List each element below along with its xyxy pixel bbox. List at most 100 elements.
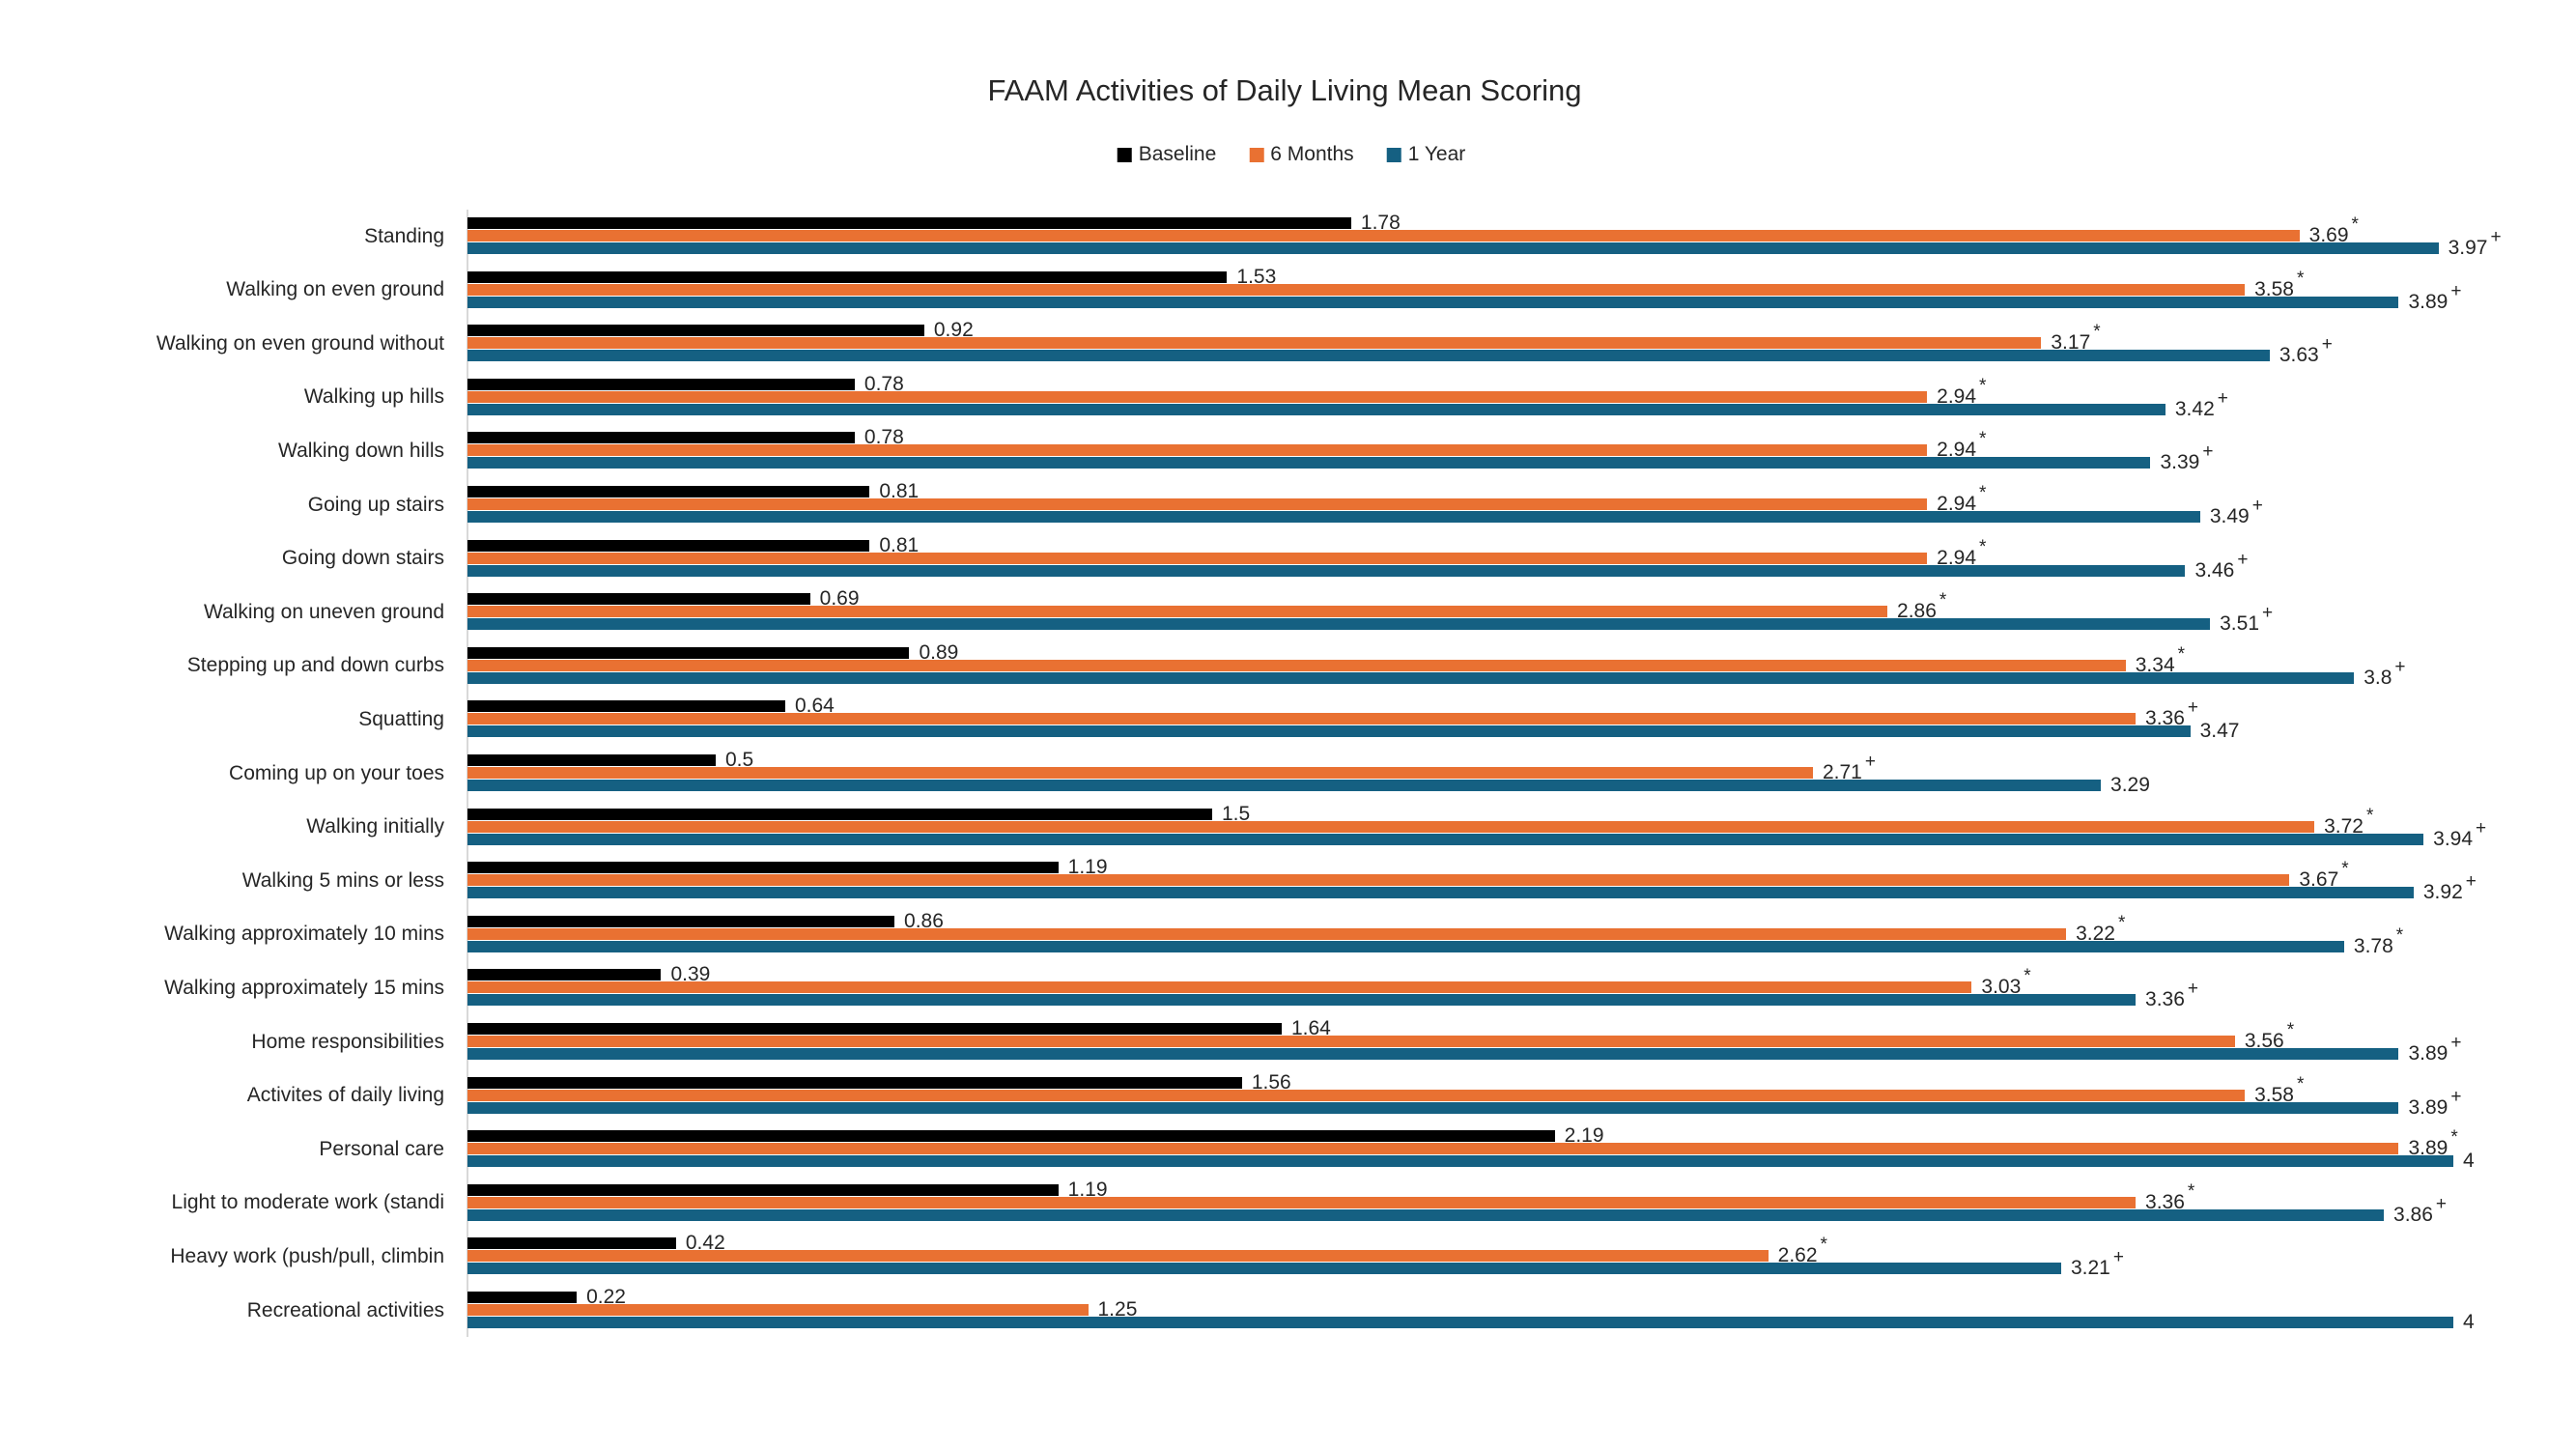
data-label-value: 3.92 bbox=[2422, 881, 2463, 904]
bar-1-year bbox=[467, 1317, 2453, 1328]
bar-baseline bbox=[467, 700, 785, 713]
significance-asterisk: * bbox=[2450, 1127, 2458, 1149]
legend-swatch-icon bbox=[1249, 147, 1264, 162]
bar-1-year bbox=[467, 1155, 2453, 1168]
significance-plus: + bbox=[2450, 280, 2462, 301]
bar-baseline bbox=[467, 754, 716, 766]
data-label: 3.29 bbox=[2110, 775, 2150, 796]
significance-asterisk: * bbox=[1979, 536, 1987, 557]
data-label-value: 3.8 bbox=[2364, 666, 2392, 689]
bar-6-months bbox=[467, 283, 2246, 296]
bar-6-months bbox=[467, 927, 2067, 940]
significance-asterisk: * bbox=[2093, 322, 2101, 343]
legend-swatch-icon bbox=[1117, 147, 1132, 162]
data-label-value: 0.5 bbox=[725, 749, 754, 771]
bar-1-year bbox=[467, 1208, 2385, 1221]
data-label-value: 3.89 bbox=[2408, 1042, 2449, 1065]
bar-1-year bbox=[467, 457, 2151, 469]
bar-baseline bbox=[467, 432, 855, 444]
data-label-value: 2.94 bbox=[1937, 493, 1977, 515]
bar-6-months bbox=[467, 1250, 1769, 1263]
significance-asterisk: * bbox=[1820, 1235, 1827, 1256]
significance-asterisk: * bbox=[2187, 1180, 2195, 1202]
data-label: 3.8 + bbox=[2364, 657, 2405, 690]
data-label-value: 0.78 bbox=[863, 426, 904, 449]
bar-baseline bbox=[467, 969, 662, 981]
data-label: 2.94 * bbox=[1937, 376, 1986, 409]
data-label-value: 3.89 bbox=[2408, 290, 2449, 313]
bar-6-months bbox=[467, 390, 1928, 403]
bar-baseline bbox=[467, 646, 910, 659]
data-label-value: 3.22 bbox=[2076, 922, 2115, 945]
data-label-value: 0.81 bbox=[879, 533, 920, 556]
bar-baseline bbox=[467, 808, 1212, 820]
category-label: Walking up hills bbox=[303, 385, 444, 409]
data-label-value: 0.78 bbox=[863, 372, 904, 395]
data-label-value: 3.72 bbox=[2324, 814, 2364, 838]
bar-baseline bbox=[467, 915, 895, 927]
data-label-value: 0.86 bbox=[904, 909, 944, 932]
category-label: Recreational activities bbox=[246, 1298, 444, 1321]
data-label-value: 0.42 bbox=[685, 1232, 725, 1255]
category-label: Home responsibilities bbox=[251, 1030, 444, 1053]
data-label: 3.22 * bbox=[2076, 913, 2125, 946]
data-label: 3.34 * bbox=[2136, 644, 2185, 677]
category-label: Stepping up and down curbs bbox=[186, 654, 444, 677]
data-label-value: 3.42 bbox=[2174, 397, 2215, 420]
significance-plus: + bbox=[2321, 334, 2333, 355]
bar-6-months bbox=[467, 1036, 2235, 1047]
bar-1-year bbox=[467, 994, 2137, 1007]
data-label: 3.46 + bbox=[2194, 550, 2248, 582]
significance-asterisk: * bbox=[2177, 643, 2186, 665]
data-label: 2.62 * bbox=[1778, 1235, 1827, 1267]
bar-baseline bbox=[467, 539, 870, 552]
data-label-value: 3.97 bbox=[2448, 237, 2488, 259]
data-label-value: 0.89 bbox=[919, 640, 959, 664]
data-label-value: 4 bbox=[2463, 1150, 2475, 1173]
bar-baseline bbox=[467, 378, 855, 390]
data-label-value: 0.69 bbox=[819, 587, 860, 611]
bar-baseline bbox=[467, 862, 1059, 874]
data-label-value: 3.78 bbox=[2353, 934, 2393, 957]
significance-plus: + bbox=[2465, 871, 2477, 893]
bar-baseline bbox=[467, 1023, 1282, 1035]
data-label: 3.39 + bbox=[2160, 441, 2213, 474]
data-label: 0.86 bbox=[904, 909, 944, 932]
data-label: 2.94 * bbox=[1937, 483, 1986, 516]
data-label-value: 2.94 bbox=[1937, 384, 1977, 408]
bar-6-months bbox=[467, 230, 2300, 242]
significance-asterisk: * bbox=[2286, 1020, 2295, 1040]
legend-item-1-year: 1 Year bbox=[1386, 143, 1465, 166]
category-label: Walking 5 mins or less bbox=[241, 868, 444, 892]
bar-1-year bbox=[467, 403, 2166, 415]
significance-plus: + bbox=[2187, 979, 2199, 1000]
data-label-value: 3.51 bbox=[2220, 612, 2259, 636]
data-label-value: 4 bbox=[2463, 1311, 2475, 1333]
data-label-value: 3.03 bbox=[1981, 976, 2022, 999]
significance-asterisk: * bbox=[2296, 1073, 2305, 1094]
data-label-value: 3.29 bbox=[2110, 774, 2150, 796]
data-label-value: 2.94 bbox=[1937, 439, 1977, 462]
data-label-value: 3.63 bbox=[2279, 344, 2319, 367]
data-label-value: 3.58 bbox=[2254, 1083, 2294, 1106]
data-label: 3.69 * bbox=[2309, 214, 2359, 247]
data-label: 3.36 * bbox=[2145, 1181, 2194, 1214]
significance-plus: + bbox=[2237, 549, 2249, 570]
data-label: 3.49 + bbox=[2209, 496, 2263, 528]
significance-plus: + bbox=[2450, 1086, 2462, 1107]
legend-label: Baseline bbox=[1138, 143, 1217, 165]
data-label: 3.94 + bbox=[2433, 818, 2486, 851]
data-label: 3.03 * bbox=[1981, 966, 2030, 999]
data-label-value: 1.25 bbox=[1097, 1298, 1138, 1321]
category-label: Personal care bbox=[319, 1137, 444, 1160]
data-label-value: 3.89 bbox=[2408, 1095, 2449, 1119]
data-label: 1.5 bbox=[1222, 803, 1250, 825]
bar-6-months bbox=[467, 337, 2042, 350]
data-label-value: 3.49 bbox=[2209, 505, 2250, 527]
bar-6-months bbox=[467, 552, 1928, 564]
data-label-value: 2.94 bbox=[1937, 546, 1977, 569]
category-label: Standing bbox=[364, 224, 444, 247]
data-label: 3.89 + bbox=[2408, 1087, 2461, 1120]
bar-6-months bbox=[467, 1196, 2137, 1208]
data-label: 3.51 + bbox=[2220, 603, 2273, 636]
